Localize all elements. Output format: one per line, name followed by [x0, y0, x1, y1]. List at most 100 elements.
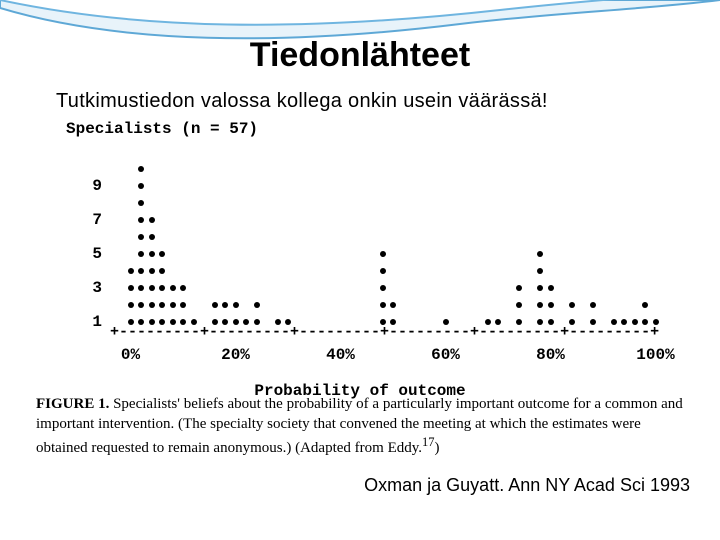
data-point — [128, 268, 134, 274]
data-point — [138, 251, 144, 257]
data-point — [159, 268, 165, 274]
y-tick: 1 — [82, 313, 102, 331]
data-point — [233, 319, 239, 325]
data-point — [159, 302, 165, 308]
data-point — [590, 319, 596, 325]
data-point — [590, 302, 596, 308]
wave-upper — [0, 0, 720, 25]
data-point — [149, 302, 155, 308]
caption-ref: 17 — [422, 435, 435, 449]
x-tick: 100% — [636, 346, 674, 364]
data-point — [149, 217, 155, 223]
data-point — [390, 319, 396, 325]
data-point — [548, 319, 554, 325]
data-point — [128, 302, 134, 308]
data-point — [138, 268, 144, 274]
y-tick: 7 — [82, 211, 102, 229]
data-point — [275, 319, 281, 325]
data-point — [537, 302, 543, 308]
data-point — [180, 285, 186, 291]
data-point — [149, 251, 155, 257]
x-tick: 40% — [326, 346, 355, 364]
data-point — [233, 302, 239, 308]
data-point — [222, 302, 228, 308]
data-point — [495, 319, 501, 325]
data-point — [149, 285, 155, 291]
data-point — [443, 319, 449, 325]
data-point — [569, 302, 575, 308]
data-point — [138, 217, 144, 223]
data-point — [138, 285, 144, 291]
data-point — [516, 302, 522, 308]
data-point — [537, 268, 543, 274]
data-point — [149, 268, 155, 274]
data-point — [548, 285, 554, 291]
data-point — [180, 319, 186, 325]
x-tick: 80% — [536, 346, 565, 364]
data-point — [632, 319, 638, 325]
data-point — [128, 285, 134, 291]
x-tick: 20% — [221, 346, 250, 364]
y-tick: 5 — [82, 245, 102, 263]
data-point — [191, 319, 197, 325]
subtitle: Tutkimustiedon valossa kollega onkin use… — [56, 90, 548, 113]
caption-label: FIGURE 1. — [36, 396, 109, 412]
x-axis-line: +---------+---------+---------+---------… — [110, 324, 670, 341]
citation: Oxman ja Guyatt. Ann NY Acad Sci 1993 — [0, 475, 690, 496]
y-tick: 9 — [82, 177, 102, 195]
data-point — [285, 319, 291, 325]
data-point — [380, 319, 386, 325]
data-point — [138, 200, 144, 206]
data-point — [621, 319, 627, 325]
y-tick: 3 — [82, 279, 102, 297]
data-point — [149, 319, 155, 325]
figure-caption: FIGURE 1. Specialists' beliefs about the… — [36, 395, 686, 459]
page-title: Tiedonlähteet — [0, 36, 720, 75]
data-point — [159, 251, 165, 257]
data-point — [138, 302, 144, 308]
data-point — [642, 319, 648, 325]
data-point — [180, 302, 186, 308]
data-point — [380, 285, 386, 291]
data-point — [380, 251, 386, 257]
data-point — [254, 302, 260, 308]
chart-title: Specialists (n = 57) — [66, 120, 258, 138]
data-point — [642, 302, 648, 308]
data-point — [537, 319, 543, 325]
caption-text: Specialists' beliefs about the probabili… — [36, 396, 683, 456]
data-point — [390, 302, 396, 308]
data-point — [548, 302, 554, 308]
data-point — [243, 319, 249, 325]
data-point — [380, 302, 386, 308]
data-point — [128, 319, 134, 325]
data-point — [485, 319, 491, 325]
x-tick: 0% — [121, 346, 140, 364]
data-point — [138, 183, 144, 189]
caption-tail: ) — [435, 440, 440, 456]
data-point — [159, 319, 165, 325]
data-point — [380, 268, 386, 274]
data-point — [138, 234, 144, 240]
data-point — [537, 285, 543, 291]
data-point — [138, 166, 144, 172]
data-point — [653, 319, 659, 325]
data-point — [254, 319, 260, 325]
data-point — [212, 302, 218, 308]
data-point — [569, 319, 575, 325]
data-point — [170, 319, 176, 325]
data-point — [222, 319, 228, 325]
bottom-accent-line — [0, 536, 720, 540]
x-tick: 60% — [431, 346, 460, 364]
data-point — [516, 319, 522, 325]
data-point — [159, 285, 165, 291]
plot-region: +---------+---------+---------+---------… — [30, 150, 690, 380]
data-point — [170, 302, 176, 308]
data-point — [170, 285, 176, 291]
data-point — [138, 319, 144, 325]
data-point — [611, 319, 617, 325]
data-point — [537, 251, 543, 257]
data-point — [516, 285, 522, 291]
wave-lower — [0, 0, 720, 38]
data-point — [212, 319, 218, 325]
data-point — [149, 234, 155, 240]
